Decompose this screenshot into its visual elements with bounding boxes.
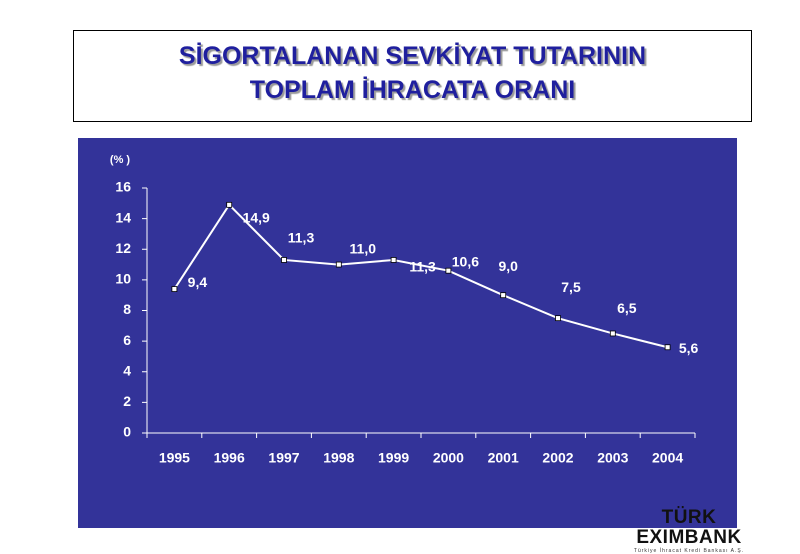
y-tick-label: 6 [123,332,131,348]
x-tick-label: 2001 [488,450,519,466]
value-label: 11,0 [350,240,377,256]
y-tick-label: 2 [123,393,131,409]
marker [335,261,342,268]
marker [281,257,287,263]
title-box: SİGORTALANAN SEVKİYAT TUTARININ TOPLAM İ… [73,30,752,122]
y-tick-label: 0 [123,424,131,440]
y-tick-label: 14 [115,209,131,225]
marker [500,292,507,299]
value-label: 11,3 [409,259,436,275]
data-line [173,203,668,349]
y-tick-label: 8 [123,301,131,317]
y-tick-label: 4 [123,362,131,378]
logo-tagline: Türkiye İhracat Kredi Bankası A.Ş. [633,548,745,554]
y-axis-label: (% ) [110,154,131,166]
value-label: 11,3 [288,230,315,246]
value-label: 14,9 [243,210,270,226]
x-tick-label: 1999 [378,450,409,466]
chart-title: TOPLAM İHRACATA ORANI [249,76,576,104]
x-tick-label: 2003 [597,450,628,466]
x-tick-label: 1998 [323,450,354,466]
chart-title: SİGORTALANAN SEVKİYAT TUTARININ [178,42,647,70]
x-tick-label: 2000 [433,450,464,466]
value-label: 9,4 [188,274,208,290]
marker [390,257,397,263]
marker [555,315,561,322]
value-label: 10,6 [452,253,479,269]
x-tick-label: 2002 [542,450,573,466]
x-tick-label: 1996 [214,450,245,466]
chart-panel [78,138,737,528]
marker [609,330,616,337]
y-tick-label: 10 [115,271,131,287]
marker [445,267,452,274]
marker [171,286,178,292]
x-tick-label: 2004 [652,450,683,466]
value-label: 6,5 [617,300,637,316]
value-label: 5,6 [679,340,699,356]
value-label: 7,5 [561,279,581,295]
value-label: 9,0 [498,258,518,274]
x-tick-label: 1997 [268,450,299,466]
x-tick-label: 1995 [159,450,190,466]
marker [226,201,233,208]
logo-name: TÜRK EXIMBANK [636,507,742,548]
y-tick-label: 12 [115,240,131,256]
logo: TÜRK EXIMBANK Türkiye İhracat Kredi Bank… [612,508,766,554]
marker [664,344,671,351]
y-tick-label: 16 [115,179,131,195]
